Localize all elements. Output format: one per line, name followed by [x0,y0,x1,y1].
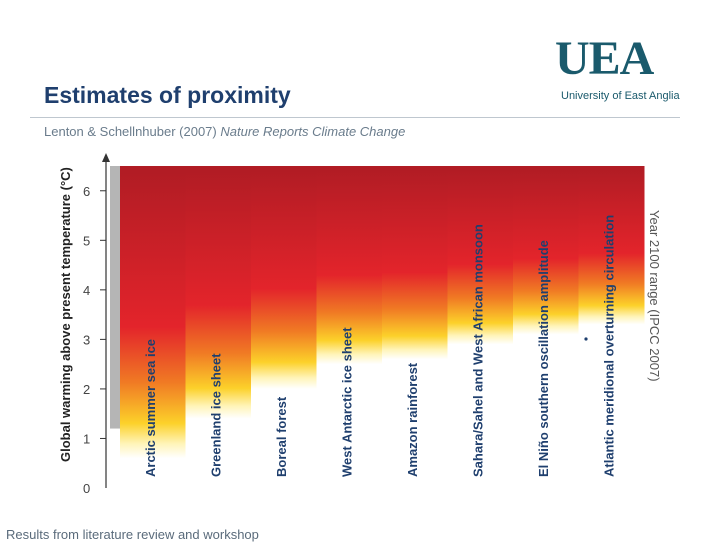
logo-mark: UEA [555,32,654,85]
tipping-point-bar [382,166,448,360]
tipping-point-bar [578,166,645,325]
y-tick-label: 4 [83,283,90,298]
tipping-point-bar [447,166,514,345]
bar-label: Boreal forest [274,396,289,477]
bar-label: Greenland ice sheet [209,353,224,477]
citation-authors: Lenton & Schellnhuber (2007) [44,124,217,139]
y-tick-label: 5 [83,233,90,248]
tipping-point-bar [185,166,252,419]
tipping-point-bar [513,166,579,335]
y-tick-label: 0 [83,481,90,496]
uea-logo: UEA University of East Anglia [555,35,685,110]
bar-label: Amazon rainforest [405,362,420,477]
bar-label: Atlantic meridional overturning circulat… [602,215,617,477]
y-tick-label: 1 [83,431,90,446]
y-axis-arrow [102,153,110,162]
tipping-point-bar [316,166,383,365]
bar-label: El Niño southern oscillation amplitude [536,240,551,477]
page-title: Estimates of proximity [44,82,291,108]
annotation-dot [584,337,588,341]
y-tick-label: 2 [83,382,90,397]
bar-label: West Antarctic ice sheet [340,327,355,477]
citation-journal: Nature Reports Climate Change [220,124,406,139]
logo-university-name: University of East Anglia [561,90,680,102]
citation-line: Lenton & Schellnhuber (2007) Nature Repo… [44,124,405,139]
bar-label: Sahara/Sahel and West African monsoon [471,224,486,477]
y-tick-label: 3 [83,332,90,347]
y-tick-label: 6 [83,184,90,199]
bar-label: Arctic summer sea ice [143,339,158,477]
tipping-point-bar [251,166,317,389]
tipping-point-bar [120,166,186,459]
ipcc-range-label: Year 2100 range (IPCC 2007) [647,210,662,382]
footer-note: Results from literature review and works… [6,527,259,542]
title-divider [30,117,680,118]
y-axis-title: Global warming above present temperature… [58,167,73,462]
